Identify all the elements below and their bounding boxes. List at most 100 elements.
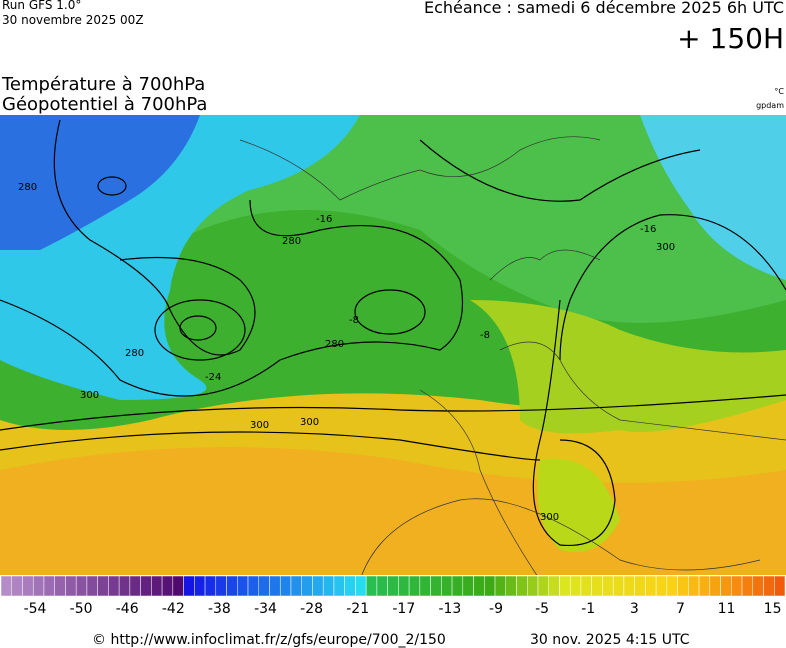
color-swatch: [376, 575, 388, 597]
color-scale-labels: -54 -50 -46 -42 -38 -34 -28 -21 -17 -13 -9 -5 -1 3 7 11…: [24, 601, 782, 617]
color-swatch: [258, 575, 270, 597]
color-swatch: [441, 575, 453, 597]
color-swatch: [559, 575, 571, 597]
color-swatch: [355, 575, 367, 597]
color-swatch: [86, 575, 98, 597]
contour-label: 300: [540, 512, 559, 523]
color-scale: [0, 575, 786, 597]
color-swatch: [247, 575, 260, 597]
color-swatch: [731, 575, 743, 597]
color-swatch: [698, 575, 711, 597]
scale-label: -17: [392, 601, 415, 617]
color-swatch: [32, 575, 45, 597]
map: 280 280 280 300 300 300 300 300 280 -16 -16 -24 -8 -8: [0, 115, 786, 575]
contour-label: 300: [80, 390, 99, 401]
scale-label: 7: [676, 601, 685, 617]
scale-label: -38: [208, 601, 231, 617]
scale-label: -42: [162, 601, 185, 617]
color-swatch: [161, 575, 174, 597]
color-swatch: [204, 575, 217, 597]
color-swatch: [172, 575, 184, 597]
unit: °C: [774, 87, 784, 96]
scale-label: -54: [24, 601, 47, 617]
color-swatch: [591, 575, 603, 597]
color-swatch: [226, 575, 238, 597]
color-swatch: [97, 575, 109, 597]
run: Run GFS 1.0°: [2, 0, 81, 12]
contour-label: -16: [640, 224, 656, 235]
color-swatch: [237, 575, 249, 597]
color-swatch: [752, 575, 764, 597]
color-swatch: [22, 575, 34, 597]
color-swatch: [677, 575, 689, 597]
scale-label: -9: [489, 601, 503, 617]
contour-label: 280: [325, 339, 344, 350]
contour-label: -8: [480, 330, 490, 341]
color-swatch: [108, 575, 120, 597]
contour-labels: 280 280 280 300 300 300 300 300 280 -16 -16 -24 -8 -8: [18, 182, 675, 523]
color-swatch: [451, 575, 464, 597]
color-swatch: [645, 575, 657, 597]
color-swatch: [75, 575, 88, 597]
color-swatch: [0, 575, 12, 597]
color-swatch: [505, 575, 517, 597]
color-swatch: [365, 575, 378, 597]
contour-label: 300: [250, 420, 269, 431]
color-swatch: [494, 575, 507, 597]
generated-time: 30 nov. 2025 4:15 UTC: [530, 632, 690, 648]
color-swatch: [140, 575, 152, 597]
color-swatch: [398, 575, 410, 597]
unit: gpdam: [756, 101, 784, 110]
color-swatch: [741, 575, 754, 597]
title: Géopotentiel à 700hPa: [2, 94, 207, 115]
mild-region: [470, 300, 786, 434]
color-swatch: [151, 575, 163, 597]
color-swatch: [269, 575, 281, 597]
color-swatch: [623, 575, 635, 597]
color-swatch: [301, 575, 313, 597]
color-swatch: [580, 575, 592, 597]
color-swatch: [344, 575, 356, 597]
scale-label: -5: [535, 601, 549, 617]
color-swatch: [612, 575, 625, 597]
contour-label: -16: [316, 214, 332, 225]
color-swatch: [720, 575, 732, 597]
color-swatch: [387, 575, 399, 597]
scale-label: 3: [630, 601, 639, 617]
cold-region: [640, 115, 786, 280]
title: Température à 700hPa: [1, 74, 205, 95]
color-swatch: [312, 575, 324, 597]
color-swatch: [709, 575, 721, 597]
very-cold-region: [0, 115, 200, 250]
color-swatch: [634, 575, 646, 597]
lead-time: + 150H: [677, 22, 784, 55]
color-swatch: [65, 575, 77, 597]
color-swatch: [655, 575, 668, 597]
color-swatch: [473, 575, 485, 597]
scale-label: -50: [70, 601, 93, 617]
contour-label: 300: [300, 417, 319, 428]
color-swatch: [484, 575, 496, 597]
contour-label: 280: [18, 182, 37, 193]
color-swatch: [462, 575, 474, 597]
mild-region: [537, 458, 620, 552]
color-swatch: [430, 575, 442, 597]
color-swatch: [118, 575, 131, 597]
valid-time: Echéance : samedi 6 décembre 2025 6h UTC: [424, 0, 784, 17]
color-swatch: [215, 575, 227, 597]
color-swatch: [774, 575, 786, 597]
color-swatch: [194, 575, 206, 597]
contour-label: 280: [282, 236, 301, 247]
contours: [0, 119, 786, 547]
scale-label: -13: [438, 601, 461, 617]
color-swatch: [537, 575, 549, 597]
color-swatch: [322, 575, 335, 597]
scale-label: -28: [300, 601, 323, 617]
color-swatch: [11, 575, 23, 597]
color-swatch: [408, 575, 421, 597]
color-swatch: [688, 575, 700, 597]
color-swatch: [279, 575, 292, 597]
scale-label: -21: [346, 601, 369, 617]
color-swatch: [333, 575, 345, 597]
